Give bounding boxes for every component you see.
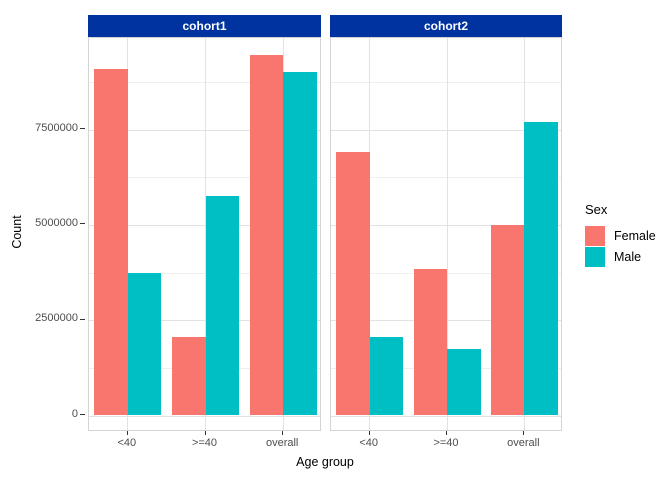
x-tick-label: <40 [117, 437, 137, 449]
bar-cohort1-40-male [205, 196, 239, 416]
x-tick [523, 431, 525, 435]
legend-item-label: Male [614, 249, 642, 264]
y-tick-label: 0 [71, 407, 78, 420]
y-tick [80, 128, 85, 130]
x-tick-label: overall [507, 437, 540, 449]
facet-strip-cohort1: cohort1 [88, 15, 321, 37]
gridline-minor [89, 81, 320, 83]
x-tick-label: >=40 [191, 437, 218, 449]
legend: Sex Female Male [585, 202, 656, 267]
gridline-minor [89, 272, 320, 274]
y-tick [80, 223, 85, 225]
y-tick-label: 5000000 [35, 216, 78, 229]
bar-cohort2-40-male [447, 348, 481, 416]
x-tick [204, 431, 206, 435]
legend-swatch-female [585, 225, 605, 246]
bar-cohort2-overall-female [490, 224, 525, 416]
gridline-major [331, 415, 561, 417]
legend-item-label: Female [614, 228, 656, 243]
bar-cohort1-40-male [127, 272, 162, 416]
x-tick [126, 431, 128, 435]
legend-item-male: Male [585, 246, 656, 267]
facet-panel-cohort1 [88, 37, 321, 431]
x-tick-label: >=40 [433, 437, 459, 449]
gridline-major [331, 129, 561, 131]
y-tick [80, 318, 85, 320]
bar-cohort1-40-female [172, 337, 206, 416]
x-axis-title: Age group [296, 455, 354, 469]
facet-strip-cohort2: cohort2 [330, 15, 562, 37]
bar-cohort1-overall-female [249, 55, 284, 416]
gridline-major [89, 415, 320, 417]
bar-cohort1-40-female [94, 68, 128, 416]
gridline-vertical [446, 38, 448, 430]
y-tick-label: 2500000 [35, 312, 78, 325]
legend-title: Sex [585, 202, 608, 217]
legend-items: Female Male [585, 225, 656, 267]
y-tick [80, 414, 85, 415]
x-tick [446, 431, 447, 435]
bar-cohort2-40-female [336, 152, 370, 416]
gridline-minor [89, 177, 320, 179]
gridline-major [89, 224, 320, 226]
bar-cohort1-overall-male [283, 72, 317, 416]
facet-panel-cohort2 [330, 37, 562, 431]
gridline-major [89, 320, 320, 322]
x-tick [368, 431, 370, 435]
x-tick-label: <40 [359, 437, 378, 449]
bar-cohort2-overall-male [524, 121, 558, 416]
bar-cohort2-40-female [413, 268, 447, 416]
gridline-major [331, 224, 561, 226]
legend-item-female: Female [585, 225, 656, 246]
gridline-minor [331, 177, 561, 179]
legend-swatch-male [585, 246, 605, 267]
y-tick-label: 7500000 [35, 121, 78, 134]
gridline-vertical [127, 38, 129, 430]
gridline-minor [331, 81, 561, 83]
x-tick [282, 431, 284, 435]
gridline-major [89, 129, 320, 131]
x-tick-label: overall [265, 437, 299, 449]
bar-cohort2-40-male [369, 337, 404, 416]
gridline-vertical [369, 38, 371, 430]
